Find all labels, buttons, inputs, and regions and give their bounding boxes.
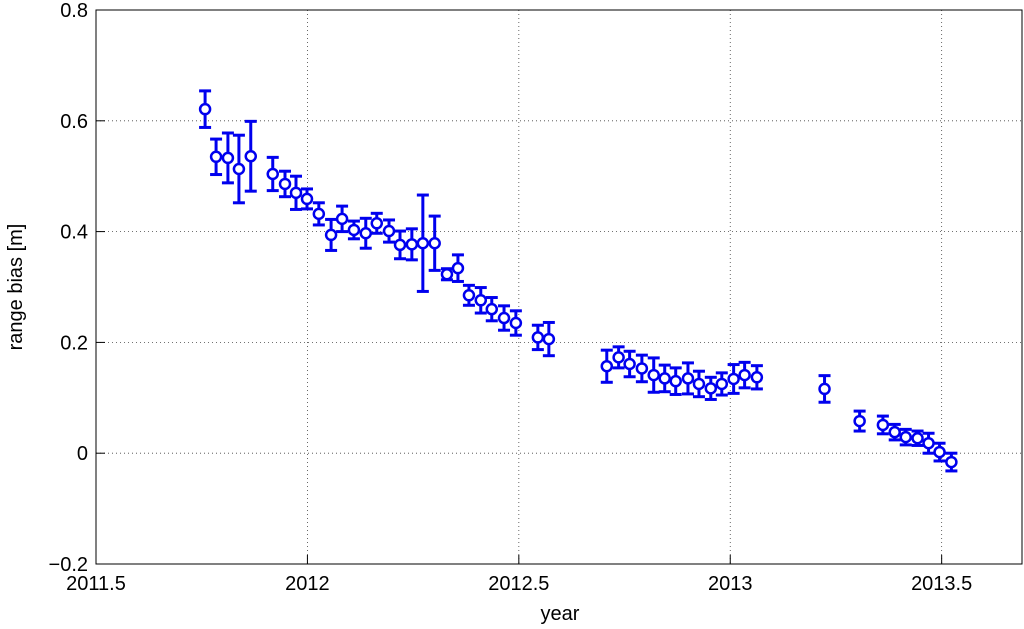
point bbox=[393, 238, 407, 252]
point bbox=[474, 294, 488, 307]
point bbox=[497, 311, 511, 325]
point bbox=[509, 316, 523, 330]
y-tick-label: 0.2 bbox=[60, 332, 88, 354]
point bbox=[818, 382, 831, 396]
y-tick-label: 0 bbox=[77, 443, 88, 465]
point bbox=[945, 455, 958, 469]
point bbox=[876, 418, 890, 432]
point bbox=[370, 217, 384, 230]
point bbox=[451, 261, 465, 275]
point bbox=[300, 192, 314, 206]
plot-area bbox=[96, 10, 1022, 564]
point bbox=[853, 414, 866, 428]
x-tick-label: 2012.5 bbox=[488, 573, 549, 595]
point bbox=[888, 425, 901, 439]
point bbox=[312, 207, 326, 221]
point bbox=[933, 445, 946, 459]
point bbox=[669, 374, 682, 388]
point bbox=[681, 372, 695, 385]
point bbox=[922, 436, 935, 450]
point bbox=[462, 289, 476, 302]
point bbox=[405, 238, 419, 251]
point bbox=[727, 372, 740, 386]
point bbox=[347, 223, 361, 237]
y-tick-label: 0.6 bbox=[60, 111, 88, 133]
point bbox=[221, 151, 235, 165]
point bbox=[635, 362, 649, 375]
point bbox=[647, 368, 660, 382]
x-tick-label: 2012 bbox=[285, 573, 330, 595]
x-tick-label: 2013 bbox=[708, 573, 753, 595]
point bbox=[715, 377, 729, 391]
point bbox=[485, 302, 499, 316]
point bbox=[738, 368, 751, 382]
point bbox=[209, 150, 223, 164]
point bbox=[600, 359, 614, 373]
x-tick-label: 2011.5 bbox=[66, 573, 126, 595]
point bbox=[612, 351, 625, 364]
y-tick-label: 0.8 bbox=[60, 0, 88, 22]
point bbox=[440, 268, 454, 281]
point bbox=[428, 236, 441, 250]
y-axis-label: range bias [m] bbox=[5, 224, 27, 351]
point bbox=[335, 212, 349, 226]
point bbox=[416, 236, 430, 250]
point bbox=[289, 186, 303, 200]
x-axis-label: year bbox=[541, 603, 580, 625]
point bbox=[278, 177, 292, 191]
y-tick-label: −0.2 bbox=[49, 554, 88, 576]
point bbox=[692, 377, 706, 391]
point bbox=[911, 431, 924, 445]
x-tick-label: 2013.5 bbox=[911, 573, 972, 595]
point bbox=[266, 167, 279, 181]
point bbox=[198, 102, 212, 116]
point bbox=[623, 357, 636, 371]
point bbox=[704, 382, 718, 395]
point bbox=[750, 371, 764, 384]
y-tick-label: 0.4 bbox=[60, 222, 88, 244]
axes-box bbox=[95, 9, 1023, 565]
point bbox=[324, 228, 338, 242]
point bbox=[244, 150, 258, 163]
point bbox=[232, 162, 246, 176]
point bbox=[382, 224, 396, 238]
point bbox=[658, 372, 671, 385]
point bbox=[359, 227, 373, 240]
point bbox=[542, 332, 556, 346]
point bbox=[899, 430, 912, 444]
point bbox=[531, 331, 545, 344]
